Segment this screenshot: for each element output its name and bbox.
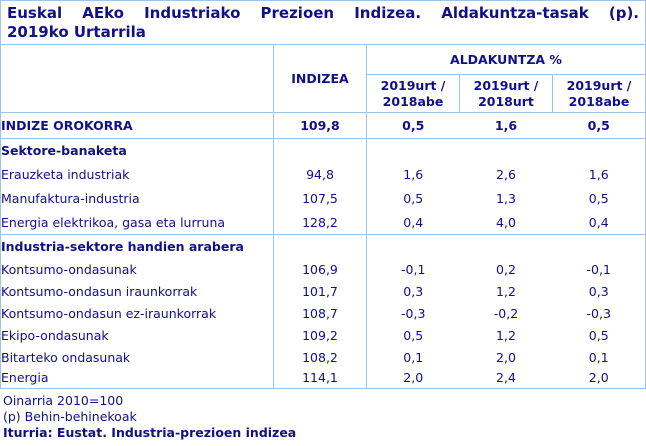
cell-change-3	[553, 139, 646, 163]
cell-change-1: 0,5	[366, 112, 460, 139]
cell-change-1: 0,4	[403, 214, 424, 230]
cell-change-1: 0,5	[403, 328, 424, 343]
table-row: Kontsumo-ondasun ez-iraunkorrak 108,7 -0…	[0, 302, 646, 325]
table-row: Bitarteko ondasunak 108,2 0,1 2,0 0,1	[0, 346, 646, 368]
table-header-row-sub: 2019urt / 2018abe 2019urt / 2018urt 2019…	[1, 74, 646, 113]
cell-change-2: 1,3	[496, 191, 516, 206]
cell-indizea: 107,5	[273, 186, 367, 211]
cell-change-1	[367, 139, 460, 163]
cell-change-3: 0,4	[588, 214, 609, 230]
header-corner-cell	[0, 44, 274, 113]
cell-change-2: 1,2	[496, 284, 516, 299]
cell-change-3: 0,1	[588, 349, 609, 365]
cell-indizea: 94,8	[273, 162, 367, 187]
cell-indizea: 108,2	[273, 346, 367, 368]
column-header-aldakuntza-group: ALDAKUNTZA %	[366, 44, 646, 75]
table-row: Energia elektrikoa, gasa eta lurruna 128…	[0, 210, 646, 235]
cell-change-3: 0,5	[552, 112, 646, 139]
cell-change-1: 0,1	[403, 349, 424, 365]
cell-change-3	[552, 234, 646, 259]
cell-change-2	[459, 234, 553, 259]
row-label: Erauzketa industriak	[0, 162, 274, 187]
section-label: Sektore-banaketa	[0, 138, 274, 163]
table-row-section: Sektore-banaketa	[0, 138, 646, 163]
row-label: Kontsumo-ondasun iraunkorrak	[0, 280, 274, 303]
footer-note-base: Oinarria 2010=100	[3, 393, 124, 408]
table-header-row-group: INDIZEA ALDAKUNTZA %	[0, 44, 646, 113]
cell-change-3: 0,5	[588, 328, 609, 343]
cell-indizea: 109,2	[273, 324, 367, 347]
cell-change-1: 1,6	[403, 167, 424, 182]
cell-change-1: -0,3	[401, 306, 426, 321]
cell-change-2: 0,2	[496, 262, 516, 277]
table-row: Kontsumo-ondasun iraunkorrak 101,7 0,3 1…	[0, 280, 646, 303]
page-title: Euskal AEko Industriako Prezioen Indizea…	[0, 0, 646, 44]
cell-indizea: 101,7	[273, 280, 367, 303]
cell-indizea	[273, 138, 367, 163]
cell-change-3: 0,5	[588, 191, 609, 206]
row-label: Bitarteko ondasunak	[0, 346, 274, 368]
cell-indizea: 114,1	[273, 367, 367, 389]
cell-change-2	[460, 139, 553, 163]
table-row-total: INDIZE OROKORRA 109,8 0,5 1,6 0,5	[0, 112, 646, 139]
row-label: INDIZE OROKORRA	[0, 112, 274, 139]
cell-indizea	[273, 234, 367, 259]
page-title-line2: 2019ko Urtarrila	[7, 23, 146, 41]
cell-change-2: -0,2	[493, 306, 519, 321]
cell-change-1: 0,5	[403, 191, 424, 206]
source-note: Iturria: Eustat. Industria-prezioen indi…	[3, 425, 297, 440]
cell-change-2: 1,2	[496, 328, 516, 343]
cell-change-2: 2,4	[496, 370, 516, 386]
cell-change-1: 2,0	[403, 370, 424, 386]
footer-notes: Oinarria 2010=100 (p) Behin-behinekoak I…	[0, 389, 646, 441]
cell-indizea: 109,8	[273, 112, 367, 139]
table-row: Kontsumo-ondasunak 106,9 -0,1 0,2 -0,1	[0, 258, 646, 281]
page-title-line1: Euskal AEko Industriako Prezioen Indizea…	[7, 4, 639, 22]
cell-change-2: 2,6	[496, 167, 516, 182]
table-row: Erauzketa industriak 94,8 1,6 2,6 1,6	[0, 162, 646, 187]
row-label: Manufaktura-industria	[0, 186, 274, 211]
cell-change-1: 0,3	[403, 284, 424, 299]
table-row: Energia 114,1 2,0 2,4 2,0	[0, 367, 646, 389]
cell-change-2: 4,0	[496, 214, 516, 230]
price-index-table: INDIZEA ALDAKUNTZA % 2019urt / 2018abe 2…	[0, 44, 646, 389]
row-label: Kontsumo-ondasunak	[0, 258, 274, 281]
column-subheader-3: 2019urt / 2018abe	[552, 74, 646, 113]
cell-indizea: 108,7	[273, 302, 367, 325]
column-subheader-2: 2019urt / 2018urt	[459, 74, 553, 113]
column-header-indizea: INDIZEA	[273, 44, 367, 113]
cell-change-2: 1,6	[459, 112, 553, 139]
section-label: Industria-sektore handien arabera	[0, 234, 274, 259]
row-label: Energia elektrikoa, gasa eta lurruna	[0, 210, 274, 235]
cell-change-3: -0,1	[586, 262, 611, 277]
cell-change-3: 2,0	[588, 370, 609, 386]
cell-indizea: 128,2	[273, 210, 367, 235]
cell-change-1	[366, 234, 460, 259]
cell-change-3: 1,6	[588, 167, 609, 182]
row-label: Ekipo-ondasunak	[0, 324, 274, 347]
footer-note-provisional: (p) Behin-behinekoak	[3, 409, 137, 424]
table-row: Ekipo-ondasunak 109,2 0,5 1,2 0,5	[0, 324, 646, 347]
cell-change-1: -0,1	[401, 262, 426, 277]
cell-change-3: -0,3	[586, 306, 611, 321]
table-row-section: Industria-sektore handien arabera	[0, 234, 646, 259]
cell-change-3: 0,3	[588, 284, 609, 299]
row-label: Kontsumo-ondasun ez-iraunkorrak	[0, 302, 274, 325]
cell-indizea: 106,9	[273, 258, 367, 281]
table-row: Manufaktura-industria 107,5 0,5 1,3 0,5	[0, 186, 646, 211]
column-subheader-1: 2019urt / 2018abe	[380, 77, 446, 109]
row-label: Energia	[0, 367, 274, 389]
cell-change-2: 2,0	[496, 349, 516, 365]
